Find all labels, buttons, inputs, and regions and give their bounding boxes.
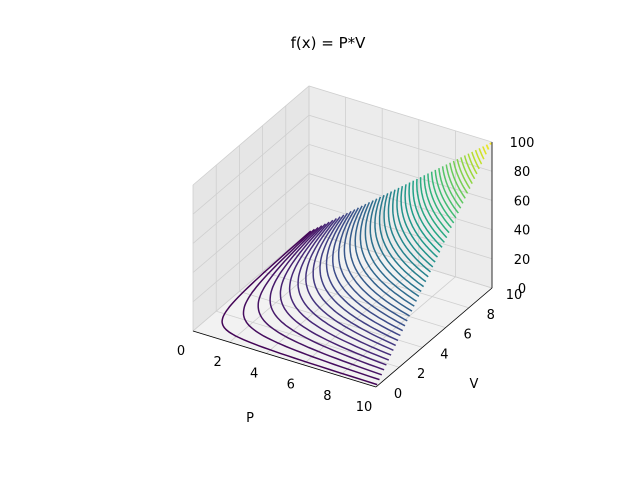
x-tick-label: 4 (250, 366, 258, 381)
contour-line (288, 221, 390, 361)
y-tick-label: 0 (394, 387, 402, 402)
contour-line (396, 187, 434, 268)
contour-line (485, 144, 490, 150)
contour-line (337, 209, 406, 327)
z-tick-label: 40 (514, 224, 531, 239)
z-tick-label: 80 (514, 165, 531, 180)
y-tick-label: 6 (463, 328, 471, 343)
contour-line (383, 193, 427, 283)
y-axis-label: V (470, 377, 479, 392)
z-tick-label: 60 (514, 194, 531, 209)
contour-line (374, 196, 422, 293)
contour-line (463, 155, 476, 180)
x-tick-label: 2 (213, 355, 221, 370)
contour-line (319, 214, 399, 342)
contour-line (325, 212, 401, 337)
contour-line (305, 218, 394, 351)
contour-line (312, 216, 397, 347)
contour-line (474, 149, 483, 165)
contour-line (456, 158, 471, 190)
contour-line (404, 184, 438, 258)
contour-line (364, 200, 418, 302)
x-tick-label: 6 (287, 378, 295, 393)
x-tick-label: 8 (323, 389, 331, 404)
contour-line (279, 223, 387, 366)
grid-line-z (192, 114, 493, 215)
contour-line (269, 225, 385, 371)
contour-line (408, 182, 441, 253)
contour-line (449, 162, 466, 199)
contour-line (460, 157, 473, 185)
contour-line (257, 226, 383, 376)
contour-line (297, 219, 392, 356)
grid-line-z (192, 202, 493, 303)
z-tick-label: 100 (510, 136, 535, 151)
grid-line-z (192, 85, 493, 186)
contour-line (349, 205, 410, 317)
contour-line (242, 228, 380, 381)
contour-line (416, 178, 445, 243)
contour-line (489, 142, 492, 145)
axis-lines (192, 142, 493, 388)
contour-line (430, 171, 455, 224)
contour-line (359, 201, 415, 307)
contour-line (434, 169, 457, 219)
contour-line (452, 160, 469, 194)
grid-line-z (192, 173, 493, 273)
contour-line (412, 180, 443, 248)
contour-line (445, 164, 464, 204)
x-axis-label: P (246, 411, 254, 426)
y-tick-label: 4 (440, 347, 448, 362)
x-tick-label: 10 (356, 400, 373, 415)
contour-line (354, 203, 413, 312)
contour-line (427, 173, 452, 229)
grid-line-z (192, 143, 493, 244)
contour-line (438, 168, 459, 214)
contour-line (471, 151, 480, 170)
left-pane (193, 86, 309, 331)
y-tick-label: 8 (487, 308, 495, 323)
contour-line (392, 189, 431, 273)
contour-lines (221, 142, 492, 386)
contour-line (221, 230, 378, 386)
contour-line (378, 194, 425, 288)
contour-line (423, 175, 450, 234)
contour-line (478, 147, 485, 160)
contour-line (441, 166, 462, 209)
contour-line (343, 207, 408, 322)
contour-line (387, 191, 429, 278)
z-tick-label: 0 (518, 282, 526, 297)
contour-line (482, 146, 487, 155)
y-tick-label: 2 (417, 367, 425, 382)
x-axis-line (192, 330, 377, 388)
x-tick-label: 0 (177, 344, 185, 359)
chart-title: f(x) = P*V (291, 34, 367, 52)
y-tick-label: 10 (506, 288, 523, 303)
contour-line (400, 185, 436, 263)
contour-line (332, 210, 404, 332)
contour-line (369, 198, 420, 298)
y-axis-line (375, 287, 493, 388)
contour-line (467, 153, 478, 175)
z-tick-label: 20 (514, 253, 531, 268)
contour-line (419, 177, 448, 239)
